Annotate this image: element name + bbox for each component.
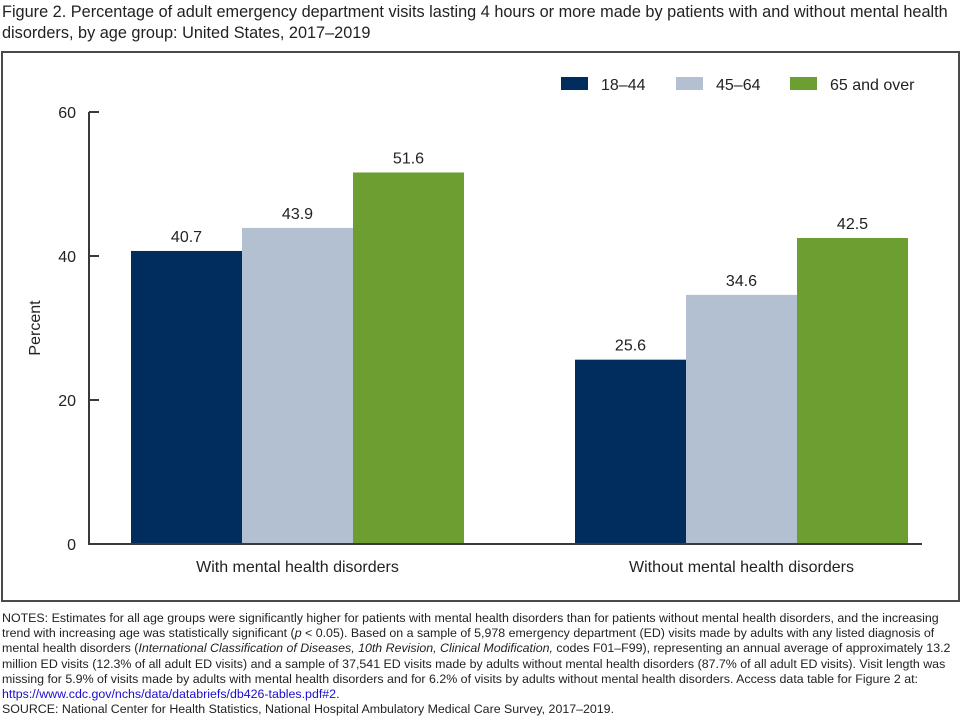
x-axis: With mental health disorders Without ment… <box>88 543 922 576</box>
chart-frame <box>1 51 960 602</box>
bar <box>575 359 686 544</box>
data-table-link[interactable]: https://www.cdc.gov/nchs/data/databriefs… <box>2 687 337 702</box>
legend-item: 45–64 <box>676 77 761 94</box>
notes-p-italic: p <box>294 626 302 641</box>
y-tick-label: 40 <box>58 249 76 266</box>
notes-text-2: < 0.05). Based on a sample of 5,978 emer… <box>2 626 935 656</box>
legend-item: 18–44 <box>561 77 646 94</box>
bar <box>131 250 242 544</box>
bars: 40.7 43.9 51.6 25.6 34.6 42.5 <box>131 150 908 545</box>
bar-value-label: 40.7 <box>171 229 202 246</box>
y-axis-label: Percent <box>27 300 44 356</box>
notes-text-1: NOTES: Estimates for all age groups were… <box>2 611 939 641</box>
legend-swatch <box>676 77 703 90</box>
legend-item: 65 and over <box>790 77 915 94</box>
y-tick-label: 0 <box>67 537 76 554</box>
legend-label: 18–44 <box>601 77 646 94</box>
bar-value-label: 42.5 <box>837 216 868 233</box>
bar-value-label: 25.6 <box>615 338 646 355</box>
bar <box>353 172 464 545</box>
bar-value-label: 34.6 <box>726 273 757 290</box>
x-category-label: With mental health disorders <box>196 559 399 576</box>
legend-label: 65 and over <box>830 77 915 94</box>
y-tick-label: 60 <box>58 105 76 122</box>
notes-text-4: . <box>336 687 340 702</box>
bar-value-label: 51.6 <box>393 150 424 167</box>
bar-value-label: 43.9 <box>282 206 313 223</box>
y-tick-label: 20 <box>58 393 76 410</box>
y-axis: 0 20 40 60 <box>58 105 99 554</box>
legend-swatch <box>790 77 817 90</box>
figure-title: Figure 2. Percentage of adult emergency … <box>2 3 948 42</box>
x-category-label: Without mental health disorders <box>629 559 854 576</box>
notes-icd-italic: International Classification of Diseases… <box>138 641 553 656</box>
bar <box>797 238 908 544</box>
notes: NOTES: Estimates for all age groups were… <box>2 611 958 702</box>
bar <box>686 294 797 544</box>
legend: 18–44 45–64 65 and over <box>561 77 915 94</box>
legend-label: 45–64 <box>716 77 761 94</box>
bar <box>242 227 353 545</box>
legend-swatch <box>561 77 588 90</box>
source-note: SOURCE: National Center for Health Stati… <box>2 702 615 716</box>
notes-text-3: codes F01–F99), representing an annual a… <box>2 641 951 686</box>
